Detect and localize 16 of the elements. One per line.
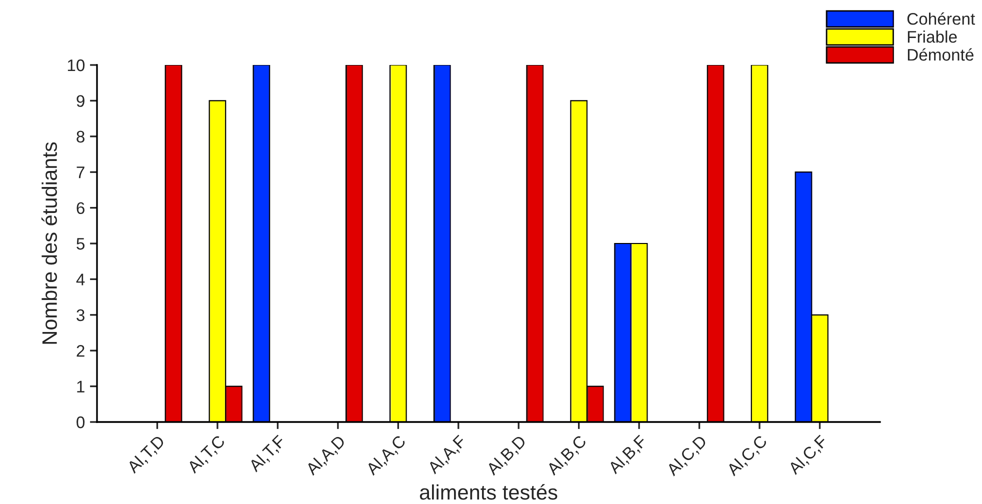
y-tick-label: 3 [76, 309, 84, 322]
x-axis-title: aliments testés [420, 484, 558, 500]
y-tick-label: 8 [76, 130, 84, 143]
legend-label: Friable [908, 30, 957, 43]
legend-label: Démonté [908, 48, 974, 61]
y-tick-label: 2 [76, 345, 84, 357]
y-tick-label: 7 [76, 166, 84, 178]
y-tick-label: 0 [76, 416, 85, 428]
y-axis-title: Nombre des étudiants [41, 142, 57, 344]
y-tick-label: 4 [76, 274, 85, 286]
y-tick-label: 6 [76, 202, 84, 214]
legend-label: Cohérent [907, 12, 976, 25]
y-tick-label: 5 [76, 238, 84, 250]
y-tick-label: 9 [76, 95, 84, 107]
y-tick-label: 10 [68, 59, 85, 72]
y-tick-label: 1 [77, 380, 84, 392]
